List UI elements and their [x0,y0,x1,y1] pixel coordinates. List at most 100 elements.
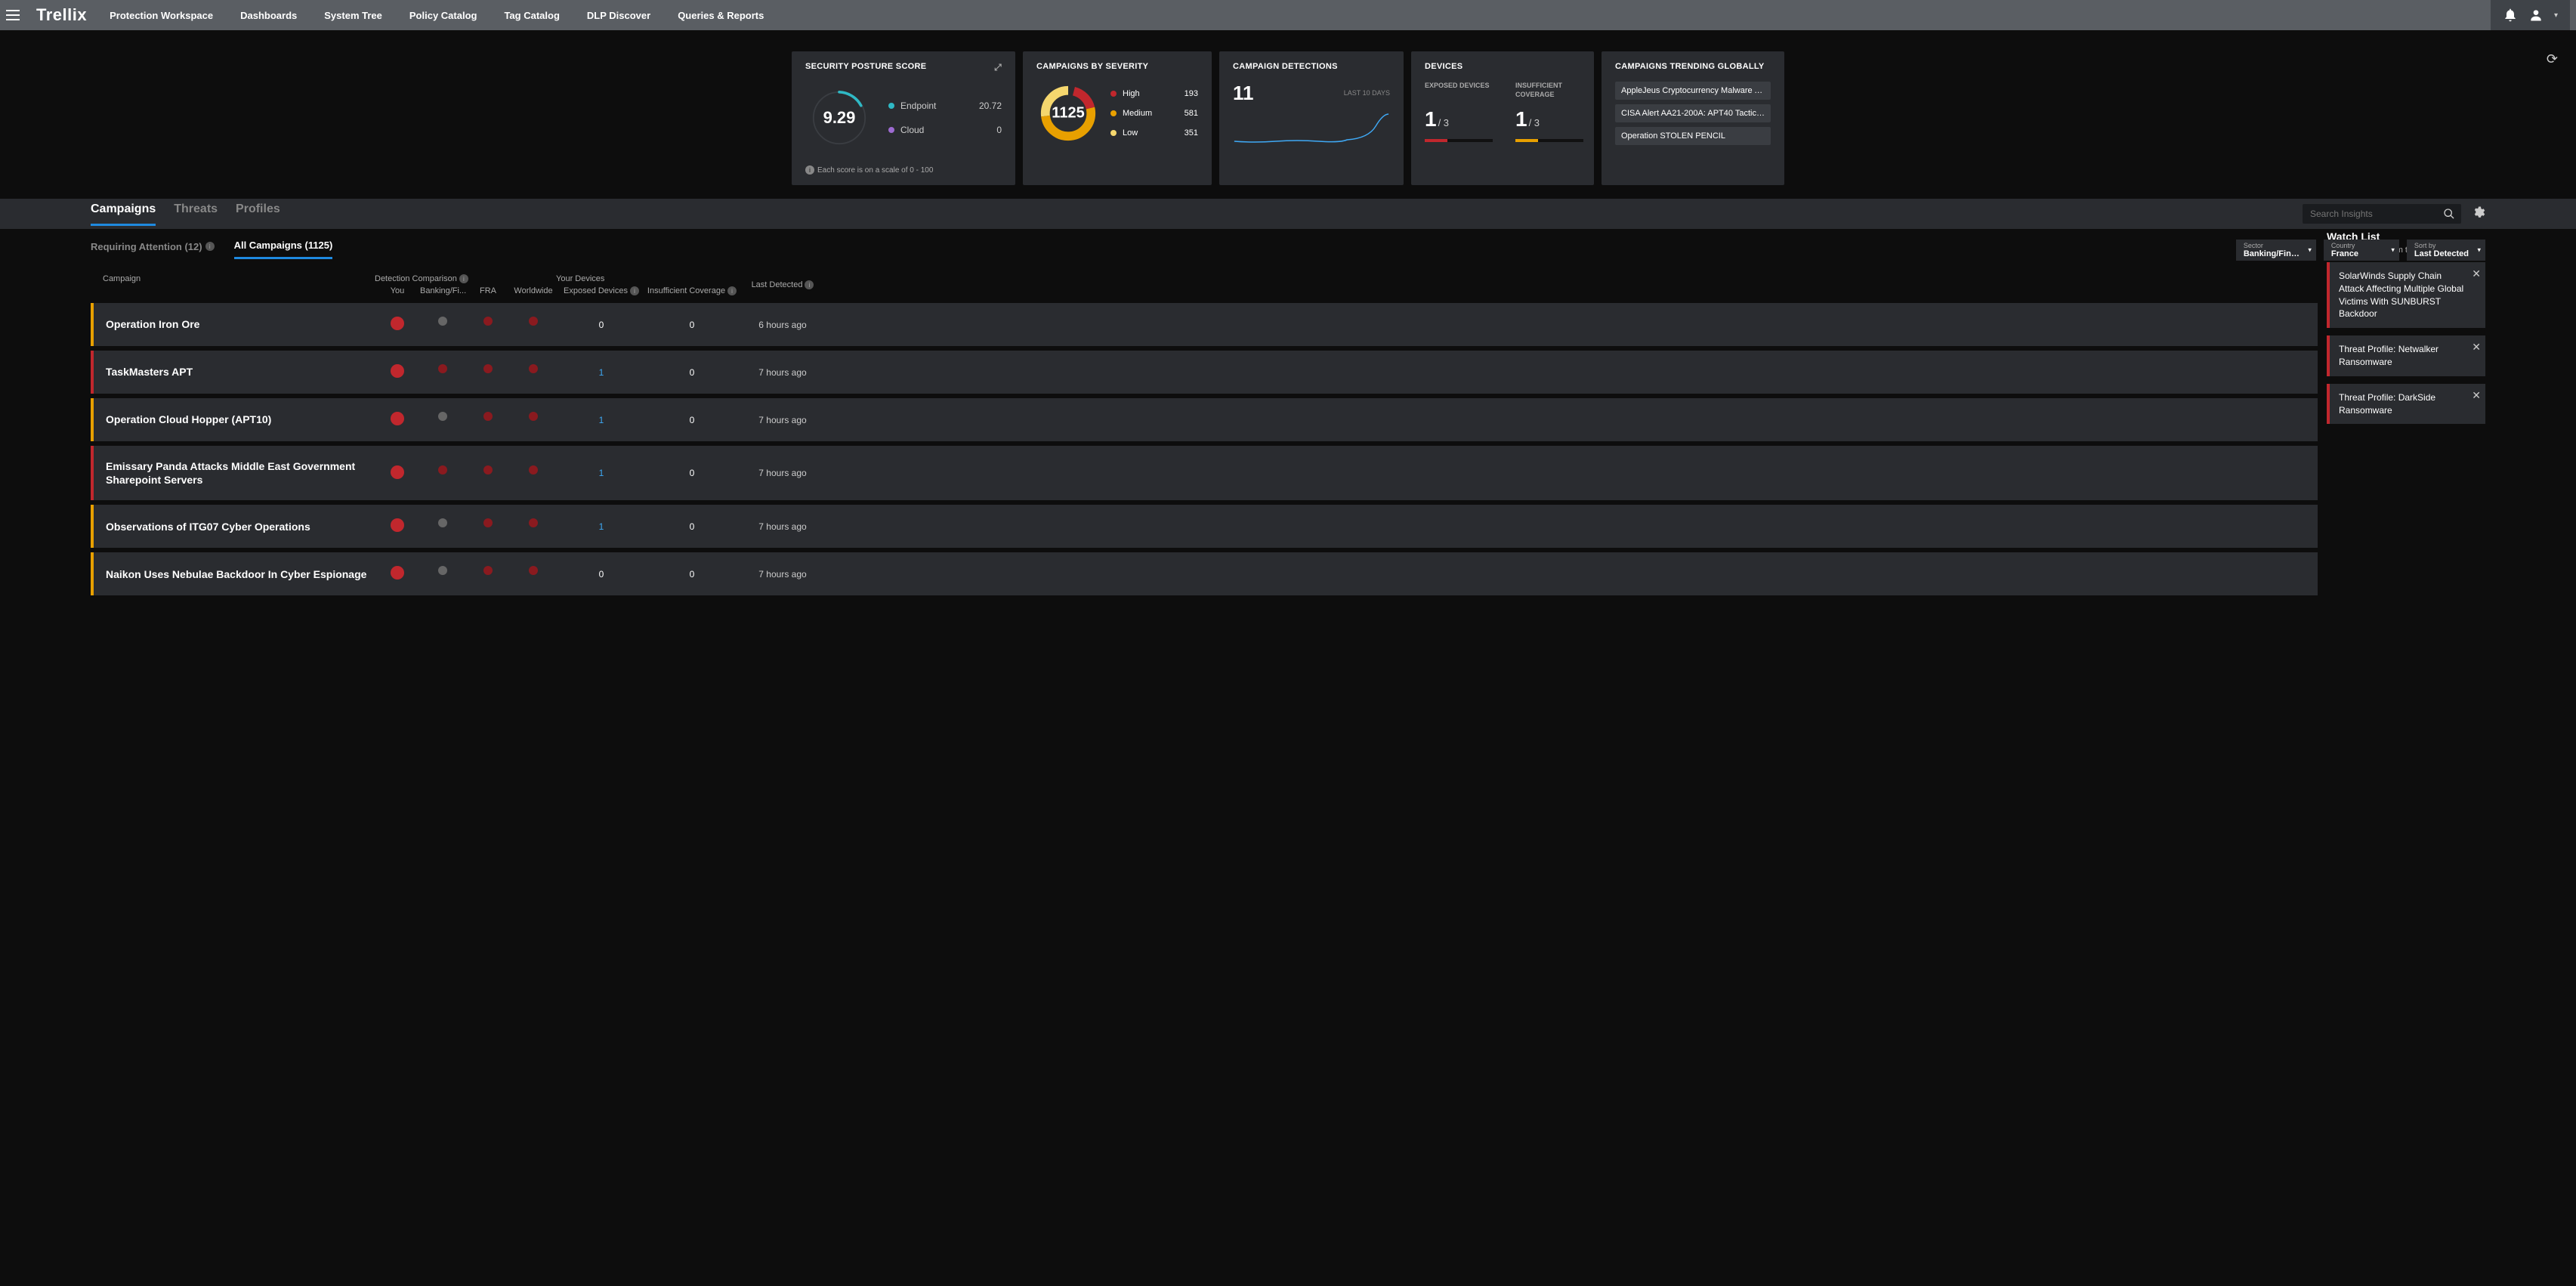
trending-item[interactable]: AppleJeus Cryptocurrency Malware Analysi… [1615,82,1771,100]
table-row[interactable]: TaskMasters APT 1 0 7 hours ago [91,351,2318,394]
bell-icon[interactable] [2503,8,2518,23]
tab-profiles[interactable]: Profiles [236,202,280,226]
nav-item[interactable]: System Tree [324,10,382,21]
last-detected: 7 hours ago [737,415,828,425]
table-row[interactable]: Operation Cloud Hopper (APT10) 1 0 7 hou… [91,398,2318,441]
user-icon[interactable] [2528,8,2544,23]
exposed-devices[interactable]: 1 [556,415,647,425]
watch-item[interactable]: SolarWinds Supply Chain Attack Affecting… [2327,262,2485,328]
device-count: 1/ 3 [1515,107,1583,131]
card-title: CAMPAIGN DETECTIONS [1233,62,1390,71]
device-label: INSUFFICIENT COVERAGE [1515,82,1583,100]
detection-dot [511,566,556,582]
tab-threats[interactable]: Threats [174,202,218,226]
card-title: CAMPAIGNS TRENDING GLOBALLY [1615,62,1771,71]
nav-item[interactable]: Tag Catalog [504,10,559,21]
detection-dots [375,465,556,481]
card-title: SECURITY POSTURE SCORE ⤢ [805,62,1002,73]
watch-item-text: Threat Profile: DarkSide Ransomware [2339,392,2435,416]
search-input[interactable] [2303,204,2461,224]
nav-item[interactable]: Protection Workspace [110,10,213,21]
refresh-icon[interactable]: ⟳ [2547,51,2558,67]
filter-country[interactable]: CountryFrance▾ [2324,240,2399,261]
watch-item-text: Threat Profile: Netwalker Ransomware [2339,344,2439,367]
filter-value: France [2331,249,2383,258]
main-row: Campaign Detection Comparison i YouBanki… [0,261,2576,600]
detection-dot [420,412,465,428]
tabs-left: Campaigns Threats Profiles [91,202,280,226]
campaign-name: Operation Cloud Hopper (APT10) [106,413,375,426]
tabs-bar: Campaigns Threats Profiles [0,199,2576,229]
detection-dots [375,412,556,428]
top-nav: Trellix Protection WorkspaceDashboardsSy… [0,0,2576,30]
search-icon[interactable] [2443,208,2455,222]
detection-dot [420,364,465,380]
table-row[interactable]: Observations of ITG07 Cyber Operations 1… [91,505,2318,548]
subtab-requiring-attention[interactable]: Requiring Attention (12) i [91,240,215,259]
legend-dot [1110,130,1117,136]
filter-sort-by[interactable]: Sort byLast Detected▾ [2407,240,2485,261]
table-row[interactable]: Operation Iron Ore 0 0 6 hours ago [91,303,2318,346]
subtab-all-campaigns[interactable]: All Campaigns (1125) [234,240,333,259]
watch-item[interactable]: Threat Profile: Netwalker Ransomware ✕ [2327,335,2485,376]
legend-dot [1110,110,1117,116]
detection-dot [375,317,420,332]
device-count: 1/ 3 [1425,107,1493,131]
card-title: DEVICES [1425,62,1580,71]
devices-row: EXPOSED DEVICES 1/ 3 INSUFFICIENT COVERA… [1425,82,1580,142]
device-col: EXPOSED DEVICES 1/ 3 [1425,82,1493,142]
nav-item[interactable]: DLP Discover [587,10,650,21]
campaign-name: TaskMasters APT [106,365,375,379]
info-icon: i [727,286,737,295]
trending-item[interactable]: Operation STOLEN PENCIL [1615,127,1771,145]
legend-value: 0 [996,125,1002,135]
nav-item[interactable]: Policy Catalog [409,10,477,21]
close-icon[interactable]: ✕ [2472,388,2481,403]
expand-icon[interactable]: ⤢ [994,62,1002,73]
col-sub: Worldwide [511,286,556,295]
score-legend: Endpoint 20.72 Cloud0 [888,100,1002,135]
close-icon[interactable]: ✕ [2472,267,2481,282]
legend-label: Endpoint [900,100,936,111]
detection-dot [420,518,465,534]
info-icon: i [205,242,215,251]
legend-row: Low351 [1110,128,1198,138]
legend-value: 20.72 [979,100,1002,111]
legend-dot [1110,91,1117,97]
gear-icon[interactable] [2472,206,2485,223]
exposed-devices[interactable]: 1 [556,367,647,378]
legend-row: Endpoint 20.72 [888,100,1002,111]
exposed-devices: 0 [556,569,647,580]
last-detected: 7 hours ago [737,367,828,378]
col-group-title: Detection Comparison [375,274,457,283]
detection-dot [465,317,511,332]
tab-campaigns[interactable]: Campaigns [91,202,156,226]
card-trending: CAMPAIGNS TRENDING GLOBALLY AppleJeus Cr… [1602,51,1784,185]
table-row[interactable]: Emissary Panda Attacks Middle East Gover… [91,446,2318,500]
watch-item[interactable]: Threat Profile: DarkSide Ransomware ✕ [2327,384,2485,425]
detections-value: 11 [1233,82,1254,105]
chevron-down-icon: ▾ [2477,246,2481,255]
campaign-name: Observations of ITG07 Cyber Operations [106,520,375,533]
insufficient-coverage: 0 [647,468,737,478]
legend-value: 193 [1185,89,1198,98]
search-wrap [2303,204,2461,224]
exposed-devices[interactable]: 1 [556,468,647,478]
legend-row: Medium581 [1110,109,1198,118]
legend-row: Cloud0 [888,125,1002,135]
hamburger-icon[interactable] [6,6,24,24]
table-row[interactable]: Naikon Uses Nebulae Backdoor In Cyber Es… [91,552,2318,595]
detection-dot [511,364,556,380]
trending-item[interactable]: CISA Alert AA21-200A: APT40 Tactics, Tec… [1615,104,1771,122]
nav-item[interactable]: Queries & Reports [678,10,764,21]
close-icon[interactable]: ✕ [2472,340,2481,355]
exposed-devices[interactable]: 1 [556,521,647,532]
col-your-devices: Your Devices Exposed DevicesiInsufficien… [556,274,737,295]
filter-sector[interactable]: SectorBanking/Financi▾ [2236,240,2316,261]
col-last-detected: Last Detected i [737,274,828,295]
user-chevron-icon[interactable]: ▾ [2554,11,2558,20]
severity-total: 1125 [1052,105,1084,122]
nav-item[interactable]: Dashboards [240,10,297,21]
score-footnote: i Each score is on a scale of 0 - 100 [805,165,1002,175]
severity-legend: High193Medium581Low351 [1110,89,1198,138]
